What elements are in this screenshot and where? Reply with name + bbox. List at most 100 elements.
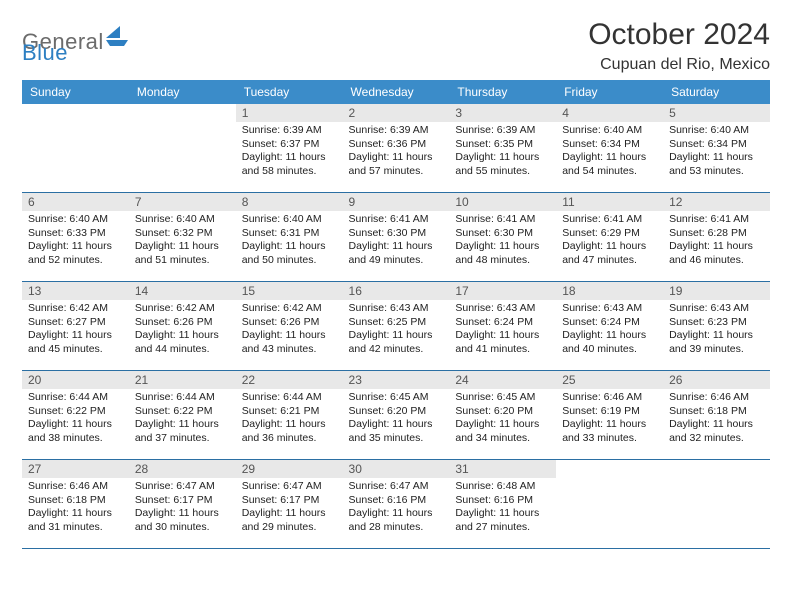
daylight-text-2: and 43 minutes. (242, 343, 337, 357)
day-details: Sunrise: 6:48 AMSunset: 6:16 PMDaylight:… (449, 480, 556, 541)
sunset-text: Sunset: 6:23 PM (669, 316, 764, 330)
brand-blue-text: Blue (22, 40, 68, 65)
daylight-text-1: Daylight: 11 hours (669, 240, 764, 254)
calendar-cell: 25Sunrise: 6:46 AMSunset: 6:19 PMDayligh… (556, 371, 663, 460)
daylight-text-1: Daylight: 11 hours (135, 240, 230, 254)
calendar-cell: 21Sunrise: 6:44 AMSunset: 6:22 PMDayligh… (129, 371, 236, 460)
sunset-text: Sunset: 6:36 PM (349, 138, 444, 152)
daylight-text-2: and 28 minutes. (349, 521, 444, 535)
sunset-text: Sunset: 6:37 PM (242, 138, 337, 152)
daylight-text-2: and 49 minutes. (349, 254, 444, 268)
sunset-text: Sunset: 6:18 PM (28, 494, 123, 508)
calendar-cell: 5Sunrise: 6:40 AMSunset: 6:34 PMDaylight… (663, 104, 770, 193)
day-number: 6 (22, 193, 129, 211)
day-number: 9 (343, 193, 450, 211)
sunset-text: Sunset: 6:20 PM (349, 405, 444, 419)
daylight-text-1: Daylight: 11 hours (242, 507, 337, 521)
calendar-row: 27Sunrise: 6:46 AMSunset: 6:18 PMDayligh… (22, 460, 770, 549)
calendar-cell: 22Sunrise: 6:44 AMSunset: 6:21 PMDayligh… (236, 371, 343, 460)
daylight-text-2: and 31 minutes. (28, 521, 123, 535)
calendar-cell: 13Sunrise: 6:42 AMSunset: 6:27 PMDayligh… (22, 282, 129, 371)
calendar-cell: 16 Sunrise: 6:43 AMSunset: 6:25 PMDayligh… (343, 282, 450, 371)
day-details: Sunrise: 6:40 AMSunset: 6:34 PMDaylight:… (663, 124, 770, 185)
daylight-text-1: Daylight: 11 hours (349, 329, 444, 343)
sunrise-text: Sunrise: 6:41 AM (669, 213, 764, 227)
daylight-text-2: and 50 minutes. (242, 254, 337, 268)
day-details: Sunrise: 6:39 AMSunset: 6:36 PMDaylight:… (343, 124, 450, 185)
day-details: Sunrise: 6:43 AMSunset: 6:24 PMDaylight:… (449, 302, 556, 363)
daylight-text-2: and 47 minutes. (562, 254, 657, 268)
daylight-text-1: Daylight: 11 hours (135, 507, 230, 521)
sunset-text: Sunset: 6:30 PM (349, 227, 444, 241)
daylight-text-1: Daylight: 11 hours (28, 418, 123, 432)
day-number: 4 (556, 104, 663, 122)
brand-sail-icon (106, 26, 128, 46)
dow-header: Thursday (449, 80, 556, 104)
sunset-text: Sunset: 6:18 PM (669, 405, 764, 419)
sunrise-text: Sunrise: 6:40 AM (562, 124, 657, 138)
sunrise-text: Sunrise: 6:39 AM (349, 124, 444, 138)
sunset-text: Sunset: 6:17 PM (135, 494, 230, 508)
daylight-text-2: and 52 minutes. (28, 254, 123, 268)
sunset-text: Sunset: 6:16 PM (349, 494, 444, 508)
day-number: 17 (449, 282, 556, 300)
day-number: 25 (556, 371, 663, 389)
calendar-cell: 24Sunrise: 6:45 AMSunset: 6:20 PMDayligh… (449, 371, 556, 460)
sunset-text: Sunset: 6:28 PM (669, 227, 764, 241)
calendar-cell (22, 104, 129, 193)
daylight-text-2: and 30 minutes. (135, 521, 230, 535)
sunset-text: Sunset: 6:24 PM (455, 316, 550, 330)
sunset-text: Sunset: 6:17 PM (242, 494, 337, 508)
dow-header: Tuesday (236, 80, 343, 104)
location-text: Cupuan del Rio, Mexico (588, 56, 770, 74)
day-number: 8 (236, 193, 343, 211)
day-details: Sunrise: 6:43 AMSunset: 6:25 PMDaylight:… (343, 302, 450, 363)
calendar-cell: 23Sunrise: 6:45 AMSunset: 6:20 PMDayligh… (343, 371, 450, 460)
day-number: 18 (556, 282, 663, 300)
day-number: 28 (129, 460, 236, 478)
calendar-cell: 20Sunrise: 6:44 AMSunset: 6:22 PMDayligh… (22, 371, 129, 460)
day-details: Sunrise: 6:42 AMSunset: 6:27 PMDaylight:… (22, 302, 129, 363)
day-details: Sunrise: 6:40 AMSunset: 6:33 PMDaylight:… (22, 213, 129, 274)
calendar-cell: 29Sunrise: 6:47 AMSunset: 6:17 PMDayligh… (236, 460, 343, 549)
daylight-text-1: Daylight: 11 hours (28, 240, 123, 254)
day-number: 30 (343, 460, 450, 478)
day-number: 20 (22, 371, 129, 389)
sunset-text: Sunset: 6:34 PM (669, 138, 764, 152)
daylight-text-1: Daylight: 11 hours (455, 507, 550, 521)
calendar-cell: 10Sunrise: 6:41 AMSunset: 6:30 PMDayligh… (449, 193, 556, 282)
sunset-text: Sunset: 6:26 PM (135, 316, 230, 330)
sunrise-text: Sunrise: 6:39 AM (242, 124, 337, 138)
sunrise-text: Sunrise: 6:48 AM (455, 480, 550, 494)
daylight-text-2: and 27 minutes. (455, 521, 550, 535)
day-details: Sunrise: 6:41 AMSunset: 6:30 PMDaylight:… (343, 213, 450, 274)
calendar-page: General October 2024 Cupuan del Rio, Mex… (0, 0, 792, 612)
header-row: General October 2024 Cupuan del Rio, Mex… (22, 18, 770, 74)
day-number: 21 (129, 371, 236, 389)
day-details: Sunrise: 6:47 AMSunset: 6:16 PMDaylight:… (343, 480, 450, 541)
sunrise-text: Sunrise: 6:40 AM (242, 213, 337, 227)
day-details: Sunrise: 6:39 AMSunset: 6:37 PMDaylight:… (236, 124, 343, 185)
day-details: Sunrise: 6:44 AMSunset: 6:21 PMDaylight:… (236, 391, 343, 452)
calendar-cell: 28Sunrise: 6:47 AMSunset: 6:17 PMDayligh… (129, 460, 236, 549)
day-number: 16 (343, 282, 450, 300)
calendar-body: 1Sunrise: 6:39 AMSunset: 6:37 PMDaylight… (22, 104, 770, 549)
daylight-text-2: and 41 minutes. (455, 343, 550, 357)
sunrise-text: Sunrise: 6:42 AM (135, 302, 230, 316)
day-details: Sunrise: 6:41 AMSunset: 6:30 PMDaylight:… (449, 213, 556, 274)
dow-header: Friday (556, 80, 663, 104)
sunset-text: Sunset: 6:20 PM (455, 405, 550, 419)
daylight-text-1: Daylight: 11 hours (349, 507, 444, 521)
daylight-text-1: Daylight: 11 hours (455, 151, 550, 165)
sunrise-text: Sunrise: 6:40 AM (28, 213, 123, 227)
daylight-text-2: and 40 minutes. (562, 343, 657, 357)
sunrise-text: Sunrise: 6:43 AM (562, 302, 657, 316)
day-number: 19 (663, 282, 770, 300)
day-number: 15 (236, 282, 343, 300)
sunset-text: Sunset: 6:26 PM (242, 316, 337, 330)
sunset-text: Sunset: 6:21 PM (242, 405, 337, 419)
calendar-cell: 1Sunrise: 6:39 AMSunset: 6:37 PMDaylight… (236, 104, 343, 193)
day-details: Sunrise: 6:42 AMSunset: 6:26 PMDaylight:… (129, 302, 236, 363)
day-details: Sunrise: 6:39 AMSunset: 6:35 PMDaylight:… (449, 124, 556, 185)
sunset-text: Sunset: 6:16 PM (455, 494, 550, 508)
